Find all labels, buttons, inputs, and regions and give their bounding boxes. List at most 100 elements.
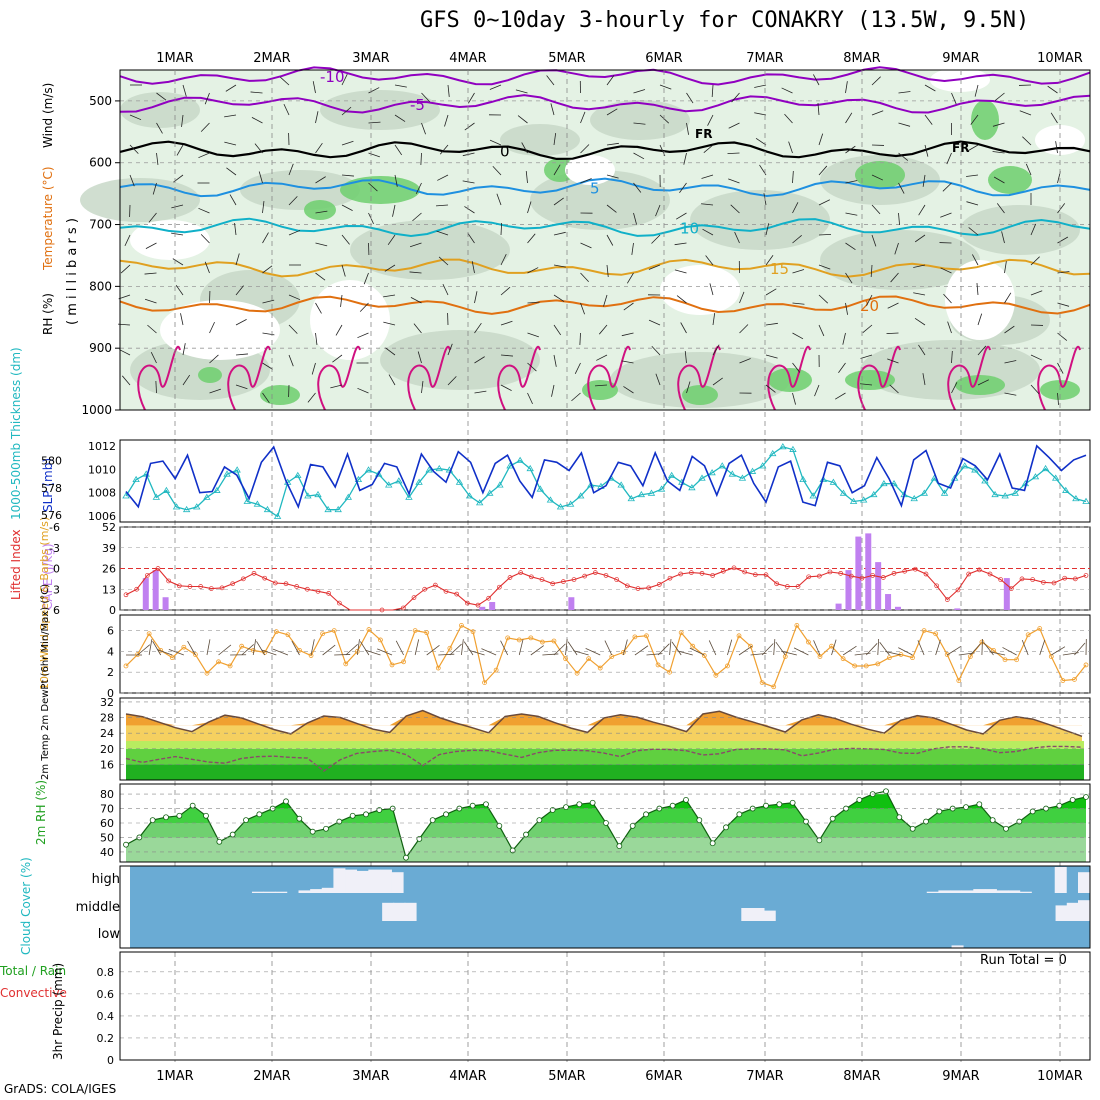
panel7-ylabel-cloud: Cloud Cover (%) <box>19 857 33 955</box>
panel1-ylabel: RH (%) Temperature (°C) Wind (m/s) ( m i… <box>41 83 80 335</box>
wind-barb <box>147 324 157 334</box>
wind-barb <box>527 392 533 405</box>
wind-barb <box>341 264 346 277</box>
lifted-index-point <box>219 585 225 591</box>
day-label-top: 8MAR <box>843 51 880 66</box>
freezing-label: FR <box>695 127 712 141</box>
rh-point <box>976 801 983 808</box>
panel8-ylabel: Total / Rain Convective 3hr Precip (mm) … <box>0 953 1067 1060</box>
wind-barb <box>198 207 210 214</box>
wind-barb <box>731 92 740 103</box>
wind-barb <box>992 122 1005 127</box>
wind-barb <box>550 103 555 116</box>
cloud-bar <box>321 887 334 893</box>
wind-speed-point <box>944 652 950 657</box>
wind-speed-point <box>875 661 881 667</box>
thickness-point <box>627 494 635 502</box>
lifted-index-point <box>432 582 438 588</box>
wind-barb <box>866 294 873 306</box>
wind-barb <box>157 649 173 656</box>
thickness-point <box>637 490 646 498</box>
y-tick-label: 1000 <box>81 403 112 417</box>
wind-barb <box>813 74 820 86</box>
wind-speed-point <box>181 644 187 650</box>
panel6-ylabel: 2m RH (%) <box>34 780 48 845</box>
wind-barb <box>623 386 634 394</box>
wind-barb <box>315 332 318 345</box>
wind-barb <box>180 313 184 326</box>
lifted-index-point <box>646 585 652 591</box>
rh-point <box>1056 802 1063 809</box>
lifted-index-point <box>688 570 694 576</box>
lifted-tick-label: 6 <box>53 604 60 617</box>
rh-dry-region <box>130 220 210 260</box>
thickness-point <box>516 456 524 463</box>
wind-barb <box>708 640 717 656</box>
wind-barb <box>739 291 745 304</box>
wind-barb <box>992 151 1005 154</box>
wind-barb <box>728 122 740 129</box>
cape-bar <box>954 608 961 610</box>
wind-barb <box>712 377 723 386</box>
wind-barb <box>312 81 316 94</box>
thickness-point <box>1082 497 1090 504</box>
wind-barb <box>606 75 615 86</box>
wind-barb <box>922 174 926 187</box>
wind-barb <box>940 212 952 218</box>
cape-tick-label: 39 <box>102 542 116 555</box>
wind-barb <box>288 229 301 236</box>
rh-point <box>203 812 209 819</box>
wind-speed-point <box>852 663 858 669</box>
temp-line <box>125 709 1083 738</box>
wind-barb <box>793 647 809 656</box>
rh-point <box>469 802 476 809</box>
wind-barb <box>421 92 430 103</box>
wind-speed-point <box>748 643 753 649</box>
lifted-index-point <box>827 569 833 575</box>
lifted-index-point <box>560 579 566 584</box>
cloud-bar <box>298 890 311 893</box>
panel4-ylabel: 10m Wind Speed & Barbs (m/s) <box>38 517 51 690</box>
wind-barb <box>765 223 770 236</box>
wind-barb <box>288 163 294 176</box>
wind-barb <box>251 117 263 124</box>
wind-barb <box>580 144 590 154</box>
rh-tick-label: 40 <box>100 846 114 859</box>
wind-barb <box>421 381 424 394</box>
day-label-bottom: 7MAR <box>746 1069 783 1084</box>
lifted-index-point <box>870 573 876 578</box>
temp-tick-label: 28 <box>100 712 114 725</box>
wind-speed-point <box>424 630 430 636</box>
wind-barb <box>655 373 661 386</box>
cloud-bar <box>1019 891 1032 893</box>
lifted-index-point <box>966 571 972 577</box>
lifted-index-point <box>667 575 673 581</box>
wind-barb <box>1057 271 1070 274</box>
wind-barb <box>121 375 131 386</box>
wind-barb <box>792 302 805 305</box>
lifted-index-point <box>464 600 470 606</box>
wind-barb <box>606 204 617 213</box>
wind-speed-point <box>1037 626 1043 631</box>
isotherm-label: -5 <box>410 96 425 114</box>
wind-barb <box>946 152 952 165</box>
wind-barb <box>175 284 184 296</box>
rh-shade-region <box>690 190 830 250</box>
thickness-point <box>233 466 241 473</box>
wind-barb <box>1025 163 1032 176</box>
wind-barb <box>918 204 926 216</box>
cape-bar <box>845 570 852 610</box>
thickness-point <box>324 505 332 513</box>
wind-barb <box>261 649 277 656</box>
rh-point <box>643 811 649 818</box>
thickness-point <box>415 478 423 485</box>
wind-barb <box>604 640 613 656</box>
cloud-bar <box>379 869 392 893</box>
cloud-bar <box>251 891 264 893</box>
wind-barb <box>204 92 210 105</box>
thickness-point <box>1062 486 1070 493</box>
wind-speed-point <box>1014 657 1020 663</box>
wind-barb <box>417 351 422 364</box>
lifted-index-point <box>475 602 481 608</box>
rh-point <box>883 788 889 795</box>
